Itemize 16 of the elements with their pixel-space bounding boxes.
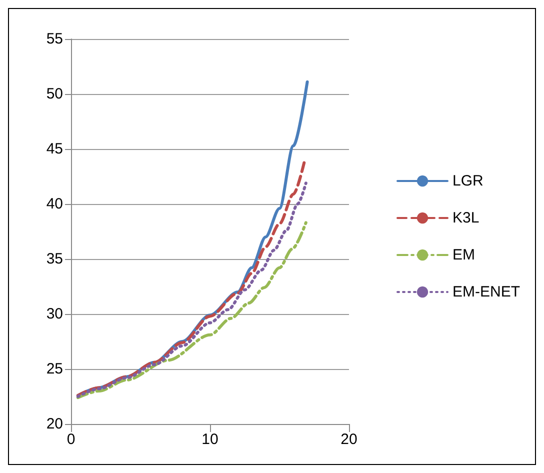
y-tick-label: 35 [46, 250, 63, 268]
y-tick-label: 50 [46, 86, 63, 102]
y-tick-label: 20 [46, 416, 63, 432]
y-tick-label: 25 [46, 360, 63, 378]
x-tick-label: 10 [202, 431, 218, 448]
x-tick-label: 20 [340, 431, 358, 448]
legend-label: EM-ENET [452, 284, 520, 300]
line-series [76, 221, 308, 400]
x-tick-label: 0 [66, 431, 76, 448]
legend-label: EM [452, 246, 475, 264]
y-tick-label: 40 [46, 196, 63, 212]
legend-label: LGR [452, 172, 484, 190]
y-tick-label: 30 [46, 306, 63, 322]
legend-label: K3L [452, 210, 480, 226]
y-tick-label: 55 [46, 30, 63, 48]
y-tick-label: 45 [46, 140, 63, 158]
